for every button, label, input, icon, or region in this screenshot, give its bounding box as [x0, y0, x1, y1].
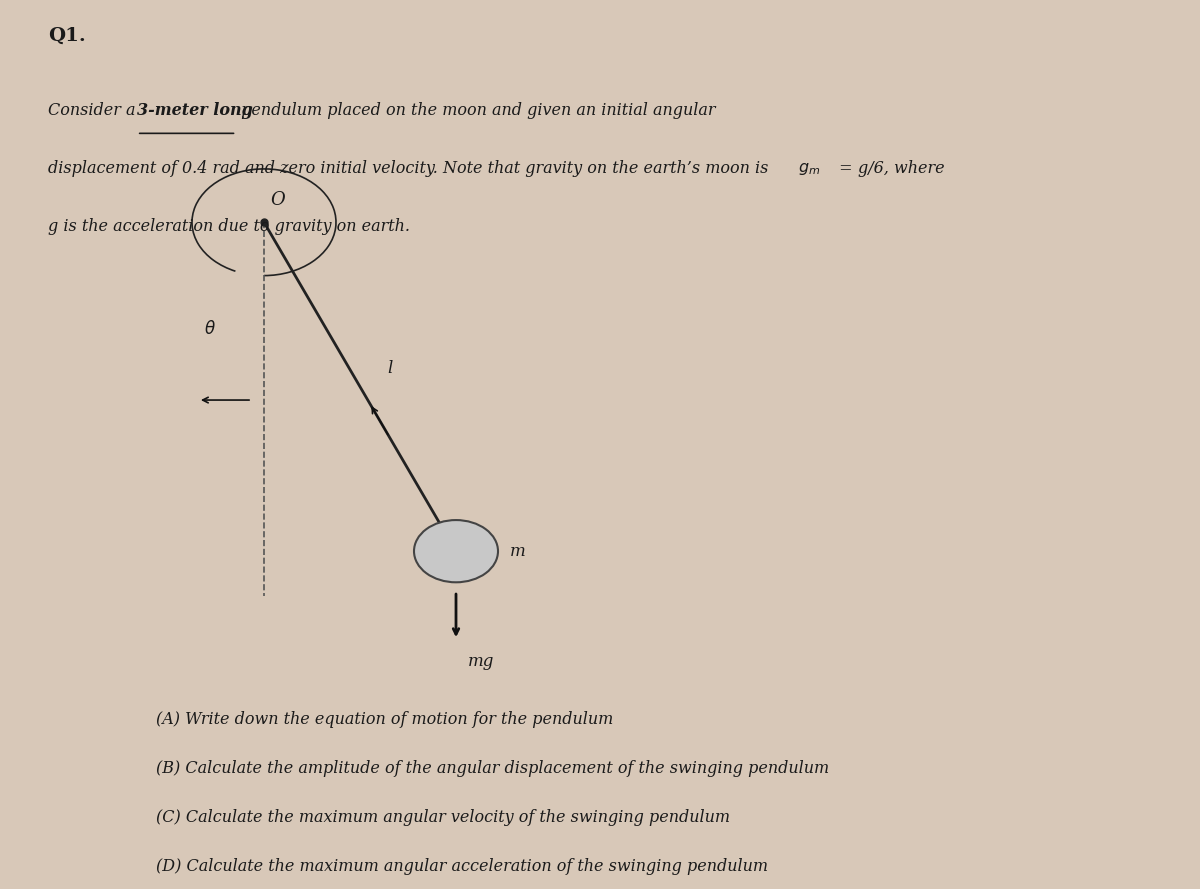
Text: mg: mg	[468, 653, 494, 670]
Text: m: m	[510, 542, 526, 560]
Circle shape	[414, 520, 498, 582]
Text: =: =	[834, 160, 858, 177]
Text: (B) Calculate the amplitude of the angular displacement of the swinging pendulum: (B) Calculate the amplitude of the angul…	[156, 760, 829, 777]
Text: $g_m$: $g_m$	[798, 160, 821, 177]
Text: g/6, where: g/6, where	[858, 160, 944, 177]
Text: $\theta$: $\theta$	[204, 320, 216, 338]
Text: Q1.: Q1.	[48, 27, 85, 44]
Text: (C) Calculate the maximum angular velocity of the swinging pendulum: (C) Calculate the maximum angular veloci…	[156, 809, 730, 826]
Text: (A) Write down the equation of motion for the pendulum: (A) Write down the equation of motion fo…	[156, 711, 613, 728]
Text: O: O	[270, 191, 284, 209]
Text: displacement of 0.4 rad and zero initial velocity. Note that gravity on the eart: displacement of 0.4 rad and zero initial…	[48, 160, 774, 177]
Text: Consider a: Consider a	[48, 102, 140, 119]
Text: pendulum placed on the moon and given an initial angular: pendulum placed on the moon and given an…	[236, 102, 716, 119]
Text: 3-meter long: 3-meter long	[137, 102, 253, 119]
Text: (D) Calculate the maximum angular acceleration of the swinging pendulum: (D) Calculate the maximum angular accele…	[156, 858, 768, 875]
Text: g is the acceleration due to gravity on earth.: g is the acceleration due to gravity on …	[48, 218, 410, 235]
Text: l: l	[388, 360, 392, 378]
